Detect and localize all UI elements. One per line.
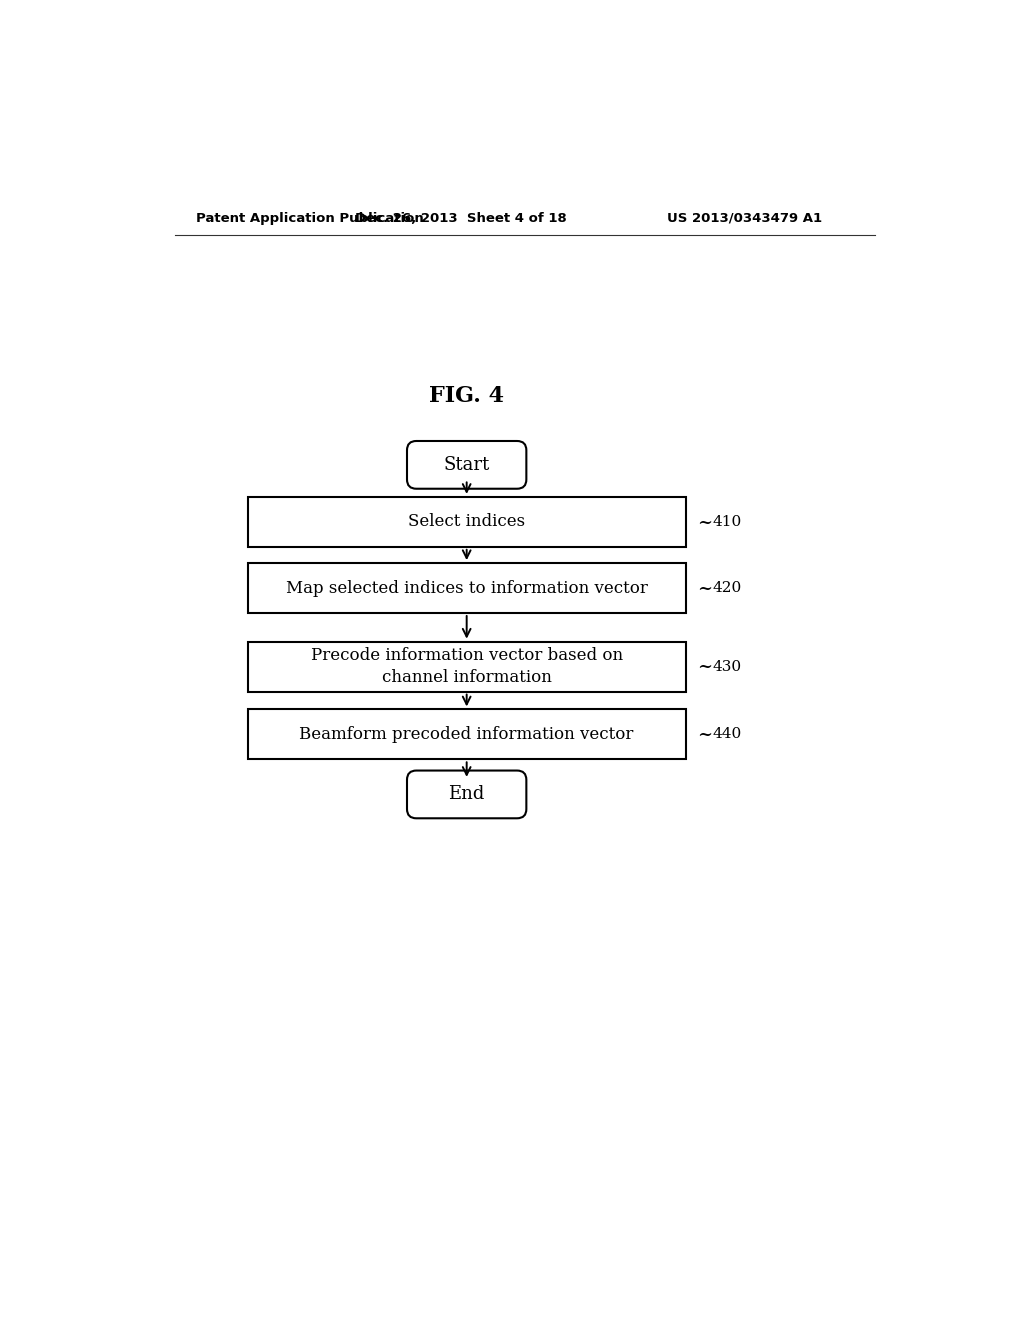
Text: Patent Application Publication: Patent Application Publication xyxy=(197,213,424,224)
Text: Dec. 26, 2013  Sheet 4 of 18: Dec. 26, 2013 Sheet 4 of 18 xyxy=(355,213,567,224)
Text: Beamform precoded information vector: Beamform precoded information vector xyxy=(299,726,634,743)
Text: End: End xyxy=(449,785,484,804)
Text: 430: 430 xyxy=(713,660,741,673)
Text: Map selected indices to information vector: Map selected indices to information vect… xyxy=(286,579,647,597)
Text: Select indices: Select indices xyxy=(409,513,525,531)
FancyBboxPatch shape xyxy=(407,771,526,818)
Text: Start: Start xyxy=(443,455,489,474)
Text: 440: 440 xyxy=(713,727,741,742)
FancyBboxPatch shape xyxy=(248,564,686,612)
Text: FIG. 4: FIG. 4 xyxy=(429,384,504,407)
Text: Precode information vector based on
channel information: Precode information vector based on chan… xyxy=(310,647,623,686)
Text: ~: ~ xyxy=(697,726,712,744)
Text: 410: 410 xyxy=(713,515,741,529)
FancyBboxPatch shape xyxy=(248,496,686,546)
Text: ~: ~ xyxy=(697,579,712,598)
Text: US 2013/0343479 A1: US 2013/0343479 A1 xyxy=(667,213,821,224)
FancyBboxPatch shape xyxy=(248,709,686,759)
Text: ~: ~ xyxy=(697,659,712,676)
Text: 420: 420 xyxy=(713,581,741,595)
FancyBboxPatch shape xyxy=(248,642,686,692)
FancyBboxPatch shape xyxy=(407,441,526,488)
Text: ~: ~ xyxy=(697,513,712,532)
